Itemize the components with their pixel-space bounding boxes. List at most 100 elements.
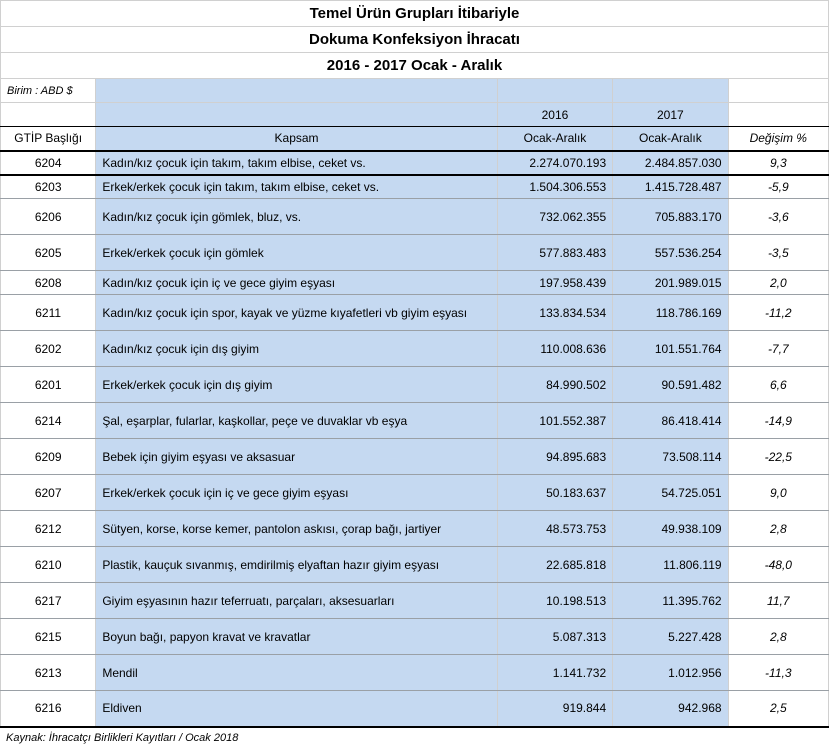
cell-desc: Erkek/erkek çocuk için iç ve gece giyim …	[96, 475, 497, 511]
cell-change: -5,9	[728, 175, 828, 199]
cell-change: 2,5	[728, 691, 828, 727]
cell-value-2017: 90.591.482	[613, 367, 728, 403]
cell-value-2016: 101.552.387	[497, 403, 612, 439]
source-footnote: Kaynak: İhracatçı Birlikleri Kayıtları /…	[0, 728, 829, 748]
table-row: 6210Plastik, kauçuk sıvanmış, emdirilmiş…	[1, 547, 829, 583]
cell-code: 6217	[1, 583, 96, 619]
cell-code: 6216	[1, 691, 96, 727]
spreadsheet-region: Temel Ürün Grupları İtibariyle Dokuma Ko…	[0, 0, 829, 748]
cell-desc: Sütyen, korse, korse kemer, pantolon ask…	[96, 511, 497, 547]
cell-value-2016: 197.958.439	[497, 271, 612, 295]
empty-cell	[96, 103, 497, 127]
cell-value-2017: 73.508.114	[613, 439, 728, 475]
cell-code: 6210	[1, 547, 96, 583]
cell-value-2016: 22.685.818	[497, 547, 612, 583]
cell-value-2016: 50.183.637	[497, 475, 612, 511]
table-row: 6212Sütyen, korse, korse kemer, pantolon…	[1, 511, 829, 547]
cell-value-2016: 5.087.313	[497, 619, 612, 655]
cell-value-2017: 86.418.414	[613, 403, 728, 439]
table-row: 6202Kadın/kız çocuk için dış giyim110.00…	[1, 331, 829, 367]
cell-value-2017: 101.551.764	[613, 331, 728, 367]
cell-value-2016: 1.141.732	[497, 655, 612, 691]
column-header-code: GTİP Başlığı	[1, 127, 96, 151]
cell-change: -22,5	[728, 439, 828, 475]
cell-change: -11,2	[728, 295, 828, 331]
cell-desc: Eldiven	[96, 691, 497, 727]
cell-value-2016: 577.883.483	[497, 235, 612, 271]
cell-value-2016: 732.062.355	[497, 199, 612, 235]
cell-code: 6213	[1, 655, 96, 691]
empty-cell	[613, 79, 728, 103]
unit-label: Birim : ABD $	[1, 79, 96, 103]
empty-cell	[497, 79, 612, 103]
export-table: Temel Ürün Grupları İtibariyle Dokuma Ko…	[0, 0, 829, 728]
table-row: 6207Erkek/erkek çocuk için iç ve gece gi…	[1, 475, 829, 511]
cell-desc: Mendil	[96, 655, 497, 691]
cell-desc: Kadın/kız çocuk için gömlek, bluz, vs.	[96, 199, 497, 235]
table-row: 6203Erkek/erkek çocuk için takım, takım …	[1, 175, 829, 199]
table-row: 6215Boyun bağı, papyon kravat ve kravatl…	[1, 619, 829, 655]
table-row: 6209Bebek için giyim eşyası ve aksasuar9…	[1, 439, 829, 475]
cell-change: -11,3	[728, 655, 828, 691]
cell-change: -7,7	[728, 331, 828, 367]
column-header-change: Değişim %	[728, 127, 828, 151]
cell-desc: Erkek/erkek çocuk için gömlek	[96, 235, 497, 271]
table-row: 6214Şal, eşarplar, fularlar, kaşkollar, …	[1, 403, 829, 439]
cell-value-2017: 201.989.015	[613, 271, 728, 295]
cell-change: -48,0	[728, 547, 828, 583]
cell-value-2017: 942.968	[613, 691, 728, 727]
cell-value-2017: 2.484.857.030	[613, 151, 728, 175]
table-row: 6206Kadın/kız çocuk için gömlek, bluz, v…	[1, 199, 829, 235]
cell-change: 2,0	[728, 271, 828, 295]
cell-value-2017: 705.883.170	[613, 199, 728, 235]
cell-change: -3,6	[728, 199, 828, 235]
cell-value-2016: 133.834.534	[497, 295, 612, 331]
cell-code: 6206	[1, 199, 96, 235]
cell-code: 6212	[1, 511, 96, 547]
cell-value-2017: 1.012.956	[613, 655, 728, 691]
column-header-period-2017: Ocak-Aralık	[613, 127, 728, 151]
title-line-1: Temel Ürün Grupları İtibariyle	[1, 1, 829, 27]
cell-value-2016: 10.198.513	[497, 583, 612, 619]
cell-value-2017: 557.536.254	[613, 235, 728, 271]
cell-code: 6208	[1, 271, 96, 295]
cell-desc: Boyun bağı, papyon kravat ve kravatlar	[96, 619, 497, 655]
cell-change: 9,3	[728, 151, 828, 175]
cell-code: 6209	[1, 439, 96, 475]
table-row: 6211Kadın/kız çocuk için spor, kayak ve …	[1, 295, 829, 331]
cell-desc: Kadın/kız çocuk için spor, kayak ve yüzm…	[96, 295, 497, 331]
empty-cell	[728, 79, 828, 103]
cell-desc: Giyim eşyasının hazır teferruatı, parçal…	[96, 583, 497, 619]
cell-desc: Erkek/erkek çocuk için dış giyim	[96, 367, 497, 403]
empty-cell	[728, 103, 828, 127]
table-row: 6217Giyim eşyasının hazır teferruatı, pa…	[1, 583, 829, 619]
cell-value-2016: 1.504.306.553	[497, 175, 612, 199]
cell-value-2016: 84.990.502	[497, 367, 612, 403]
cell-code: 6205	[1, 235, 96, 271]
table-row: 6201Erkek/erkek çocuk için dış giyim84.9…	[1, 367, 829, 403]
cell-change: 2,8	[728, 511, 828, 547]
cell-change: -3,5	[728, 235, 828, 271]
cell-code: 6201	[1, 367, 96, 403]
cell-code: 6214	[1, 403, 96, 439]
table-row: 6204Kadın/kız çocuk için takım, takım el…	[1, 151, 829, 175]
cell-value-2017: 11.395.762	[613, 583, 728, 619]
table-row: 6208Kadın/kız çocuk için iç ve gece giyi…	[1, 271, 829, 295]
cell-code: 6211	[1, 295, 96, 331]
cell-desc: Plastik, kauçuk sıvanmış, emdirilmiş ely…	[96, 547, 497, 583]
cell-change: -14,9	[728, 403, 828, 439]
cell-desc: Şal, eşarplar, fularlar, kaşkollar, peçe…	[96, 403, 497, 439]
table-row: 6213Mendil1.141.7321.012.956-11,3	[1, 655, 829, 691]
cell-change: 2,8	[728, 619, 828, 655]
empty-cell	[96, 79, 497, 103]
cell-desc: Kadın/kız çocuk için iç ve gece giyim eş…	[96, 271, 497, 295]
column-header-period-2016: Ocak-Aralık	[497, 127, 612, 151]
table-row: 6216Eldiven919.844942.9682,5	[1, 691, 829, 727]
cell-value-2017: 1.415.728.487	[613, 175, 728, 199]
cell-code: 6215	[1, 619, 96, 655]
cell-code: 6204	[1, 151, 96, 175]
title-line-3: 2016 - 2017 Ocak - Aralık	[1, 53, 829, 79]
cell-value-2016: 919.844	[497, 691, 612, 727]
cell-value-2016: 48.573.753	[497, 511, 612, 547]
cell-value-2017: 118.786.169	[613, 295, 728, 331]
